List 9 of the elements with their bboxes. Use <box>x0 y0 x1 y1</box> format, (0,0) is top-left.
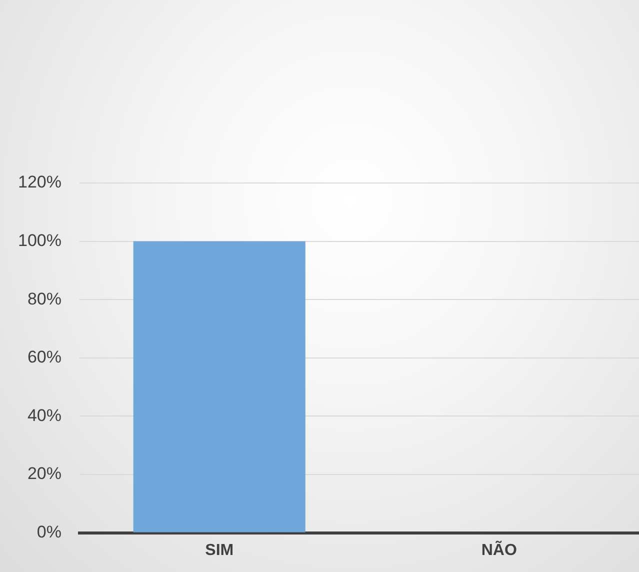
y-tick-label: 0% <box>36 522 62 542</box>
y-tick-label: 20% <box>27 464 62 484</box>
x-tick-label: NÃO <box>481 540 517 559</box>
x-tick-label: SIM <box>205 542 234 559</box>
y-tick-label: 80% <box>27 289 62 308</box>
y-tick-label: 120% <box>18 172 62 192</box>
y-tick-label: 60% <box>27 348 62 367</box>
y-tick-label: 40% <box>27 406 62 425</box>
y-tick-label: 100% <box>18 230 62 250</box>
